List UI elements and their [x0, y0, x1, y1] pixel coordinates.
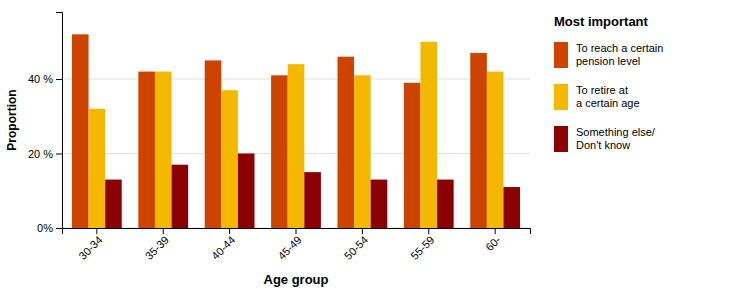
bar-series [72, 34, 487, 228]
bar [503, 187, 520, 228]
y-tick-mark [56, 79, 62, 80]
y-tick: 40 % [28, 73, 62, 85]
x-tick-mark [362, 228, 363, 234]
y-axis: 0% 20 % 40 % [28, 13, 63, 235]
legend-label-line: Something else/ [576, 126, 656, 138]
legend-label-line: pension level [576, 55, 640, 67]
bar-series [105, 154, 520, 228]
x-tick: 50-54 [342, 228, 370, 262]
x-axis-title: Age group [264, 272, 329, 287]
x-tick-label: 60- [483, 233, 503, 253]
x-tick-mark [229, 228, 230, 234]
bar [238, 154, 255, 228]
chart-container: 30-34 35-39 40-44 45-49 50-54 55-59 60- 0% 20 % 4… [0, 0, 730, 292]
bar [470, 53, 487, 228]
x-tick-mark [296, 228, 297, 234]
x-tick-label: 50-54 [342, 234, 370, 262]
x-tick: 30-34 [76, 228, 104, 262]
y-tick-label: 0% [37, 222, 53, 234]
x-axis: 30-34 35-39 40-44 45-49 50-54 55-59 60- [63, 228, 531, 262]
bar [89, 109, 106, 228]
legend-label: To retire ata certain age [576, 84, 640, 109]
y-tick-label: 20 % [28, 148, 53, 160]
x-tick-label: 40-44 [209, 234, 237, 262]
legend-swatch [554, 126, 568, 152]
x-tick-mark [163, 228, 164, 234]
x-tick-mark [96, 228, 97, 234]
bar [221, 90, 238, 228]
plot: 30-34 35-39 40-44 45-49 50-54 55-59 60- 0% 20 % 4… [28, 13, 531, 262]
x-tick-label: 55-59 [408, 234, 436, 262]
y-axis-line [56, 13, 63, 229]
bar [205, 60, 222, 228]
x-axis-line [63, 229, 531, 235]
bar [138, 72, 155, 228]
x-tick: 40-44 [209, 228, 237, 262]
y-axis-title: Proportion [5, 89, 19, 150]
y-tick-mark [56, 154, 62, 155]
bar [420, 42, 437, 228]
x-tick-label: 45-49 [275, 234, 303, 262]
bar [437, 180, 454, 228]
legend-label-line: a certain age [576, 97, 640, 109]
legend-label: To reach a certainpension level [576, 42, 663, 67]
x-tick-mark [428, 228, 429, 234]
legend-swatch [554, 42, 568, 68]
x-tick-label: 30-34 [76, 234, 104, 262]
bar [354, 75, 371, 228]
x-tick-label: 35-39 [143, 234, 171, 262]
bar [487, 72, 504, 228]
bar [271, 75, 288, 228]
x-tick: 60- [483, 228, 503, 253]
bar [172, 165, 189, 228]
bar [304, 172, 321, 228]
bars [72, 34, 520, 228]
y-tick-mark [56, 228, 62, 229]
legend-label-line: Don't know [576, 139, 630, 151]
bar [105, 180, 122, 228]
bar [337, 57, 354, 228]
bar [404, 83, 421, 228]
x-tick: 35-39 [143, 228, 171, 262]
bar [155, 72, 172, 228]
bar [371, 180, 388, 228]
chart-svg: 30-34 35-39 40-44 45-49 50-54 55-59 60- 0% 20 % 4… [0, 0, 730, 292]
bar [72, 34, 89, 228]
x-tick: 55-59 [408, 228, 436, 262]
legend: Most important To reach a certainpension … [554, 14, 663, 152]
legend-label-line: To reach a certain [576, 42, 663, 54]
legend-item: Something else/Don't know [554, 126, 656, 152]
legend-label-line: To retire at [576, 84, 628, 96]
legend-swatch [554, 84, 568, 110]
legend-item: To retire ata certain age [554, 84, 640, 110]
y-tick-label: 40 % [28, 73, 53, 85]
bar [288, 64, 305, 228]
y-tick: 20 % [28, 148, 62, 160]
x-tick: 45-49 [275, 228, 303, 262]
bar-series [89, 42, 504, 228]
x-tick-mark [495, 228, 496, 234]
y-tick: 0% [37, 222, 62, 234]
legend-title: Most important [554, 14, 649, 29]
legend-item: To reach a certainpension level [554, 42, 663, 68]
legend-label: Something else/Don't know [576, 126, 656, 151]
